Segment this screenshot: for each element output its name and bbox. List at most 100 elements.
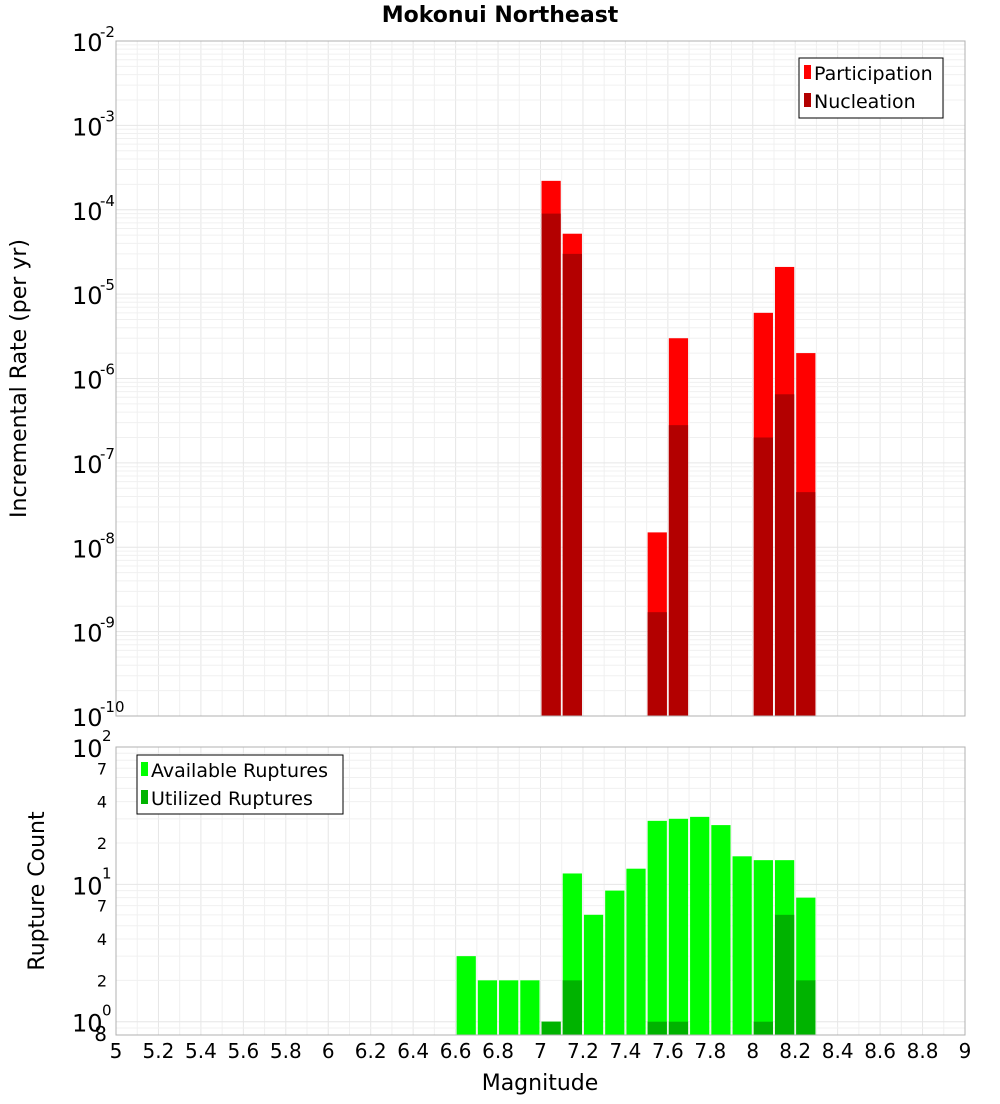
y-tick-exponent: 0 bbox=[102, 1002, 112, 1020]
x-tick-label: 6.2 bbox=[355, 1039, 387, 1063]
x-tick-label: 6.6 bbox=[440, 1039, 472, 1063]
plot-frame bbox=[115, 746, 966, 1036]
nucleation-bar bbox=[668, 425, 689, 716]
y-tick-label: 10 0 bbox=[72, 1002, 112, 1038]
available-ruptures-bar bbox=[647, 820, 667, 1035]
legend-swatch bbox=[141, 762, 148, 776]
available-ruptures-bar bbox=[456, 956, 476, 1035]
y-tick-exponent: -3 bbox=[100, 107, 115, 125]
y-tick-exponent: -5 bbox=[100, 276, 115, 294]
top-plot: Mokonui Northeast10-1010-910-810-710-610… bbox=[7, 3, 966, 732]
x-tick-label: 9 bbox=[959, 1039, 972, 1063]
y-tick-base: 10 bbox=[72, 620, 103, 648]
plot-frame bbox=[115, 40, 966, 717]
y-tick-base: 10 bbox=[72, 1010, 103, 1038]
x-tick-label: 7.4 bbox=[609, 1039, 641, 1063]
y-tick-label: 10 2 bbox=[72, 727, 112, 763]
y-tick-exponent: -2 bbox=[100, 23, 115, 41]
x-tick-label: 7.8 bbox=[694, 1039, 726, 1063]
legend-swatch bbox=[141, 790, 148, 804]
y-tick-exponent: -8 bbox=[100, 529, 115, 547]
x-tick-label: 7.2 bbox=[567, 1039, 599, 1063]
y-tick-base: 10 bbox=[72, 535, 103, 563]
available-ruptures-bar bbox=[583, 914, 604, 1035]
legend: Participation Nucleation bbox=[798, 57, 944, 119]
y-tick-exponent: -6 bbox=[100, 361, 115, 379]
legend-label: Available Ruptures bbox=[151, 760, 328, 782]
y-minor-tick-label: 2 bbox=[97, 971, 107, 990]
y-tick-label: 10-9 bbox=[72, 614, 115, 648]
utilized-ruptures-bar bbox=[541, 1021, 561, 1035]
x-tick-label: 6.8 bbox=[482, 1039, 514, 1063]
legend-box bbox=[136, 754, 344, 815]
utilized-ruptures-bar bbox=[647, 1021, 667, 1035]
x-tick-label: 8.2 bbox=[779, 1039, 811, 1063]
available-ruptures-bar bbox=[711, 825, 731, 1035]
nucleation-bar bbox=[774, 394, 795, 716]
x-tick-label: 6.4 bbox=[397, 1039, 429, 1063]
y-tick-base: 10 bbox=[72, 367, 103, 395]
y-axis-title: Incremental Rate (per yr) bbox=[7, 239, 32, 518]
y-tick-base: 10 bbox=[72, 451, 103, 479]
available-ruptures-bar bbox=[753, 860, 773, 1035]
y-tick-label: 10 1 bbox=[72, 864, 112, 900]
y-tick-exponent: -4 bbox=[100, 192, 115, 210]
legend: Available Ruptures Utilized Ruptures bbox=[136, 754, 344, 815]
utilized-ruptures-bar bbox=[774, 914, 795, 1035]
y-tick-exponent: -10 bbox=[100, 698, 125, 716]
y-tick-label: 10-3 bbox=[72, 107, 115, 141]
y-tick-label: 10-2 bbox=[72, 23, 115, 57]
y-tick-exponent: -7 bbox=[100, 445, 115, 463]
nucleation-bar bbox=[541, 213, 561, 717]
utilized-ruptures-bar bbox=[668, 1021, 689, 1035]
legend-label: Participation bbox=[814, 63, 933, 85]
x-tick-label: 5.4 bbox=[185, 1039, 217, 1063]
y-tick-label: 10-8 bbox=[72, 529, 115, 563]
legend-label: Nucleation bbox=[814, 91, 916, 113]
x-tick-label: 8.6 bbox=[864, 1039, 896, 1063]
utilized-ruptures-bar bbox=[753, 1021, 773, 1035]
x-tick-label: 8 bbox=[746, 1039, 759, 1063]
y-tick-label: 10-4 bbox=[72, 192, 115, 226]
x-tick-label: 7.6 bbox=[652, 1039, 684, 1063]
y-tick-base: 10 bbox=[72, 113, 103, 141]
nucleation-bar bbox=[647, 612, 667, 716]
nucleation-bar bbox=[562, 253, 582, 716]
legend-label: Utilized Ruptures bbox=[151, 788, 313, 810]
available-ruptures-bar bbox=[499, 980, 519, 1035]
y-minor-tick-label: 2 bbox=[97, 834, 107, 853]
y-tick-label: 10-10 bbox=[72, 698, 125, 732]
x-tick-label: 5.2 bbox=[143, 1039, 175, 1063]
y-tick-label: 10-6 bbox=[72, 361, 115, 395]
available-ruptures-bar bbox=[605, 890, 625, 1035]
y-tick-base: 10 bbox=[72, 282, 103, 310]
available-ruptures-bar bbox=[668, 818, 689, 1035]
y-tick-base: 10 bbox=[72, 704, 103, 732]
y-tick-base: 10 bbox=[72, 735, 103, 763]
x-tick-label: 7 bbox=[534, 1039, 547, 1063]
y-minor-tick-label: 7 bbox=[97, 897, 107, 916]
x-tick-label: 8.8 bbox=[907, 1039, 939, 1063]
utilized-ruptures-bar bbox=[562, 980, 582, 1035]
y-tick-base: 10 bbox=[72, 198, 103, 226]
y-tick-base: 10 bbox=[72, 29, 103, 57]
x-tick-label: 5.8 bbox=[270, 1039, 302, 1063]
legend-swatch bbox=[804, 65, 811, 79]
x-tick-label: 5.6 bbox=[227, 1039, 259, 1063]
available-ruptures-bar bbox=[520, 980, 540, 1035]
y-minor-tick-label: 4 bbox=[97, 930, 107, 949]
x-axis-title: Magnitude bbox=[482, 1071, 599, 1096]
y-tick-exponent: -9 bbox=[100, 614, 115, 632]
y-tick-label: 10-5 bbox=[72, 276, 115, 310]
y-tick-exponent: 2 bbox=[102, 727, 112, 745]
y-tick-label: 10-7 bbox=[72, 445, 115, 479]
y-minor-tick-label: 7 bbox=[97, 759, 107, 778]
nucleation-bar bbox=[796, 492, 816, 716]
legend-box bbox=[798, 57, 944, 119]
legend-swatch bbox=[804, 93, 811, 107]
utilized-ruptures-bar bbox=[796, 980, 816, 1035]
x-tick-label: 6 bbox=[322, 1039, 335, 1063]
